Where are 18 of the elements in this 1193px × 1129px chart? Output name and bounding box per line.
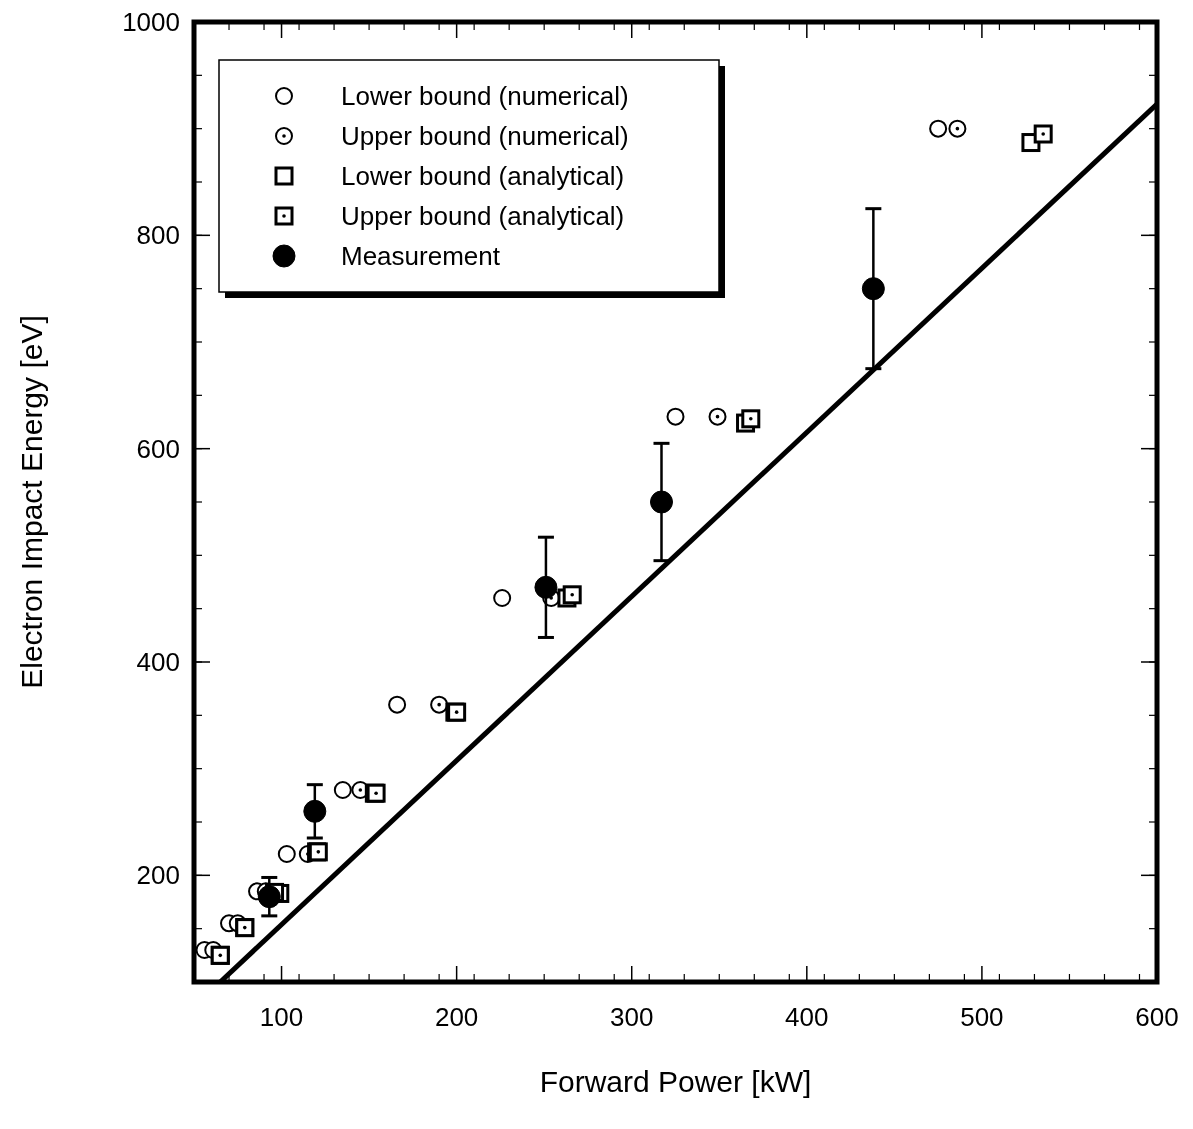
x-axis-title: Forward Power [kW] xyxy=(539,1065,812,1098)
x-tick-label: 300 xyxy=(610,1002,654,1032)
legend-label: Upper bound (numerical) xyxy=(341,121,629,151)
x-tick-label: 500 xyxy=(960,1002,1004,1032)
y-tick-label: 200 xyxy=(136,860,180,891)
y-axis-title: Electron Impact Energy [eV] xyxy=(15,315,48,689)
x-tick-label: 100 xyxy=(259,1002,304,1032)
y-tick-label: 400 xyxy=(136,647,180,677)
x-tick-label: 600 xyxy=(1135,1002,1179,1032)
legend-label: Lower bound (analytical) xyxy=(341,161,625,191)
y-tick-label: 1000 xyxy=(122,7,180,37)
x-tick-label: 400 xyxy=(785,1002,829,1032)
legend-label: Upper bound (analytical) xyxy=(341,201,625,231)
legend-label: Measurement xyxy=(341,241,501,271)
legend-label: Lower bound (numerical) xyxy=(341,81,629,111)
y-tick-label: 600 xyxy=(136,433,180,464)
y-tick-label: 800 xyxy=(136,220,180,251)
x-tick-label: 200 xyxy=(434,1002,479,1032)
